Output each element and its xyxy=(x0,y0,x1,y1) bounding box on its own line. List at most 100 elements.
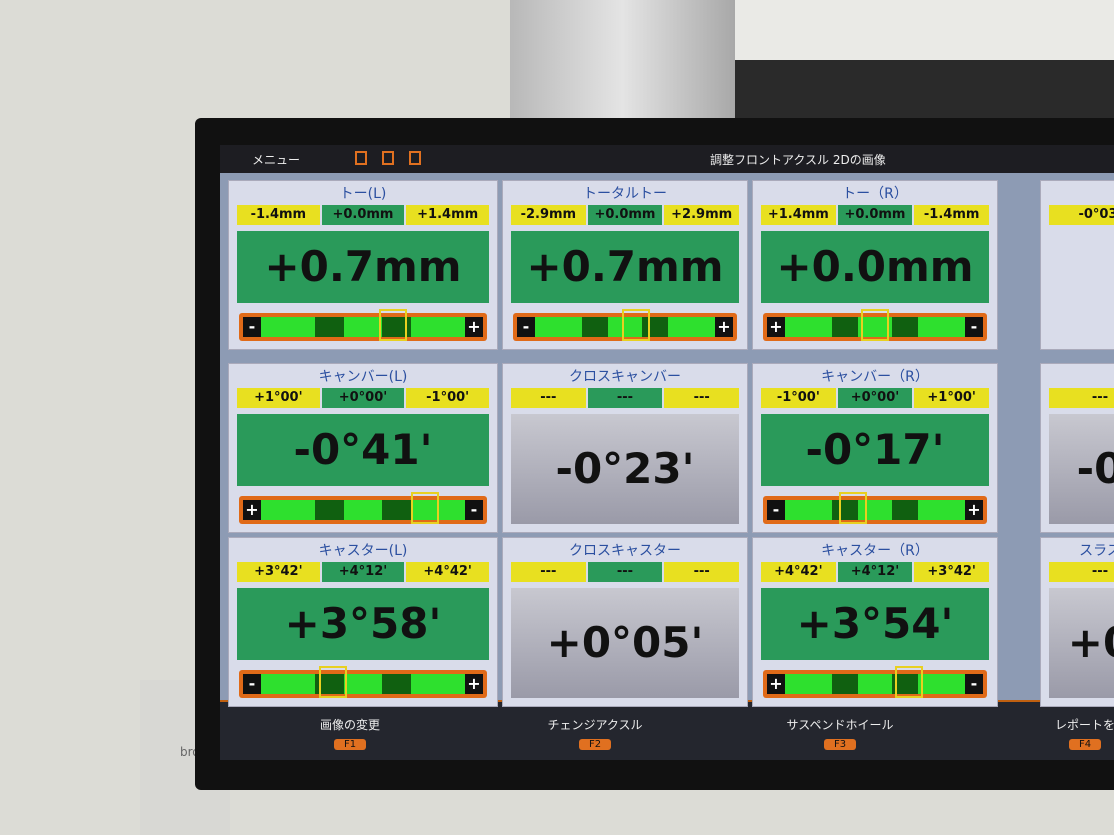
bar-end xyxy=(243,674,261,694)
bar-track: + - xyxy=(243,500,483,520)
indicator-bar: - + xyxy=(513,309,737,341)
bar-sign: - xyxy=(970,674,978,693)
panel: クロスキャスター --- --- --- +0°05' xyxy=(502,537,748,707)
menu-button[interactable]: メニュー xyxy=(252,153,301,167)
position-marker xyxy=(861,309,889,341)
limit-label: -1.4mm xyxy=(914,205,989,225)
panel: スラス --- +0 xyxy=(1040,537,1114,707)
limit-label: +1°00' xyxy=(914,388,989,408)
top-bar: メニュー 調整フロントアクスル 2Dの画像 xyxy=(220,145,1114,173)
panel-title: クロスキャスター xyxy=(569,543,681,559)
limit-label: +1°00' xyxy=(237,388,320,408)
measured-value: +0°05' xyxy=(511,588,739,698)
bar-end xyxy=(243,317,261,337)
position-marker xyxy=(894,666,923,698)
limit-label: +0°00' xyxy=(321,388,405,408)
indicator-bar: + - xyxy=(763,666,987,698)
bar-sign: - xyxy=(248,317,256,336)
bar-segment xyxy=(831,674,858,694)
limit-label: +4°12' xyxy=(837,562,913,582)
function-button[interactable]: 画像の変更 F1 xyxy=(250,710,450,758)
bar-sign: - xyxy=(470,500,478,519)
bar-end xyxy=(965,500,983,520)
limit-label: -1°00' xyxy=(406,388,489,408)
bar-track: + - xyxy=(767,317,983,337)
bar-end xyxy=(243,500,261,520)
panel-title: トータルトー xyxy=(583,186,667,202)
bar-segment xyxy=(892,674,919,694)
bar-segment xyxy=(382,674,411,694)
function-key: F4 xyxy=(1068,739,1102,750)
bar-sign: + xyxy=(467,674,481,693)
bar-track: - + xyxy=(243,674,483,694)
bar-segment xyxy=(892,317,919,337)
bar-segment xyxy=(831,500,858,520)
limit-label: -1.4mm xyxy=(237,205,320,225)
bar-sign: + xyxy=(967,500,981,519)
function-button[interactable]: チェンジアクスル F2 xyxy=(495,710,695,758)
panel-title: トー（R） xyxy=(842,186,908,202)
panel: キャスター(L) +3°42' +4°12' +4°42' +3°58' - + xyxy=(228,537,498,707)
limit-label: +1.4mm xyxy=(761,205,836,225)
bar-segment xyxy=(892,500,919,520)
bar-sign: - xyxy=(522,317,530,336)
position-marker xyxy=(838,492,867,524)
bar-segment xyxy=(315,500,344,520)
measured-value: -0°17' xyxy=(761,414,989,486)
function-button[interactable]: サスペンドホイール F3 xyxy=(740,710,940,758)
panel-title: スラス xyxy=(1079,543,1114,559)
panel: キャンバー(L) +1°00' +0°00' -1°00' -0°41' + - xyxy=(228,363,498,533)
bar-end xyxy=(465,317,483,337)
limit-label: +0°00' xyxy=(837,388,913,408)
bar-end xyxy=(715,317,733,337)
panel: -0°03' xyxy=(1040,180,1114,350)
panel: トータルトー -2.9mm +0.0mm +2.9mm +0.7mm - + xyxy=(502,180,748,350)
limit-label: +0.0mm xyxy=(587,205,663,225)
bar-segment xyxy=(315,317,344,337)
measured-value: +0.7mm xyxy=(511,231,739,303)
measured-value: -0°41' xyxy=(237,414,489,486)
measured-value: -0 xyxy=(1049,414,1114,524)
limit-label: +4°42' xyxy=(761,562,836,582)
limit-label: +0.0mm xyxy=(321,205,405,225)
indicator-bar: + - xyxy=(239,492,487,524)
panel: トー(L) -1.4mm +0.0mm +1.4mm +0.7mm - + xyxy=(228,180,498,350)
panel-title: キャスター（R） xyxy=(821,543,929,559)
limit-label: -0°03' xyxy=(1049,205,1114,225)
bar-sign: + xyxy=(769,317,783,336)
limit-label: --- xyxy=(664,388,739,408)
icon[interactable] xyxy=(409,151,421,165)
icon[interactable] xyxy=(382,151,394,165)
indicator-bar: + - xyxy=(763,309,987,341)
limit-label: --- xyxy=(587,562,663,582)
measured-value: +3°54' xyxy=(761,588,989,660)
button-label: チェンジアクスル xyxy=(547,718,643,732)
limit-label: +3°42' xyxy=(237,562,320,582)
limit-label: +4°42' xyxy=(406,562,489,582)
bar-segment xyxy=(831,317,858,337)
button-label: レポートを xyxy=(1054,718,1114,732)
measured-value: -0°23' xyxy=(511,414,739,524)
function-button[interactable]: レポートを F4 xyxy=(985,710,1114,758)
panel-title: クロスキャンバー xyxy=(569,369,681,385)
position-marker xyxy=(319,666,348,698)
panel-title: キャンバー（R） xyxy=(821,369,929,385)
position-marker xyxy=(411,492,439,524)
bar-sign: - xyxy=(248,674,256,693)
bar-sign: + xyxy=(717,317,731,336)
limit-label: --- xyxy=(664,562,739,582)
button-label: 画像の変更 xyxy=(319,718,380,732)
screen-title: 調整フロントアクスル 2Dの画像 xyxy=(710,153,886,167)
bar-sign: + xyxy=(245,500,259,519)
measured-value: +0.7mm xyxy=(237,231,489,303)
limit-label: --- xyxy=(587,388,663,408)
bar-end xyxy=(517,317,535,337)
limit-label: +3°42' xyxy=(914,562,989,582)
limit-label: -1°00' xyxy=(761,388,836,408)
icon[interactable] xyxy=(355,151,367,165)
bar-sign: - xyxy=(970,317,978,336)
panel: トー（R） +1.4mm +0.0mm -1.4mm +0.0mm + - xyxy=(752,180,998,350)
panel: キャスター（R） +4°42' +4°12' +3°42' +3°54' + - xyxy=(752,537,998,707)
bar-segment xyxy=(382,317,411,337)
limit-label: +4°12' xyxy=(321,562,405,582)
